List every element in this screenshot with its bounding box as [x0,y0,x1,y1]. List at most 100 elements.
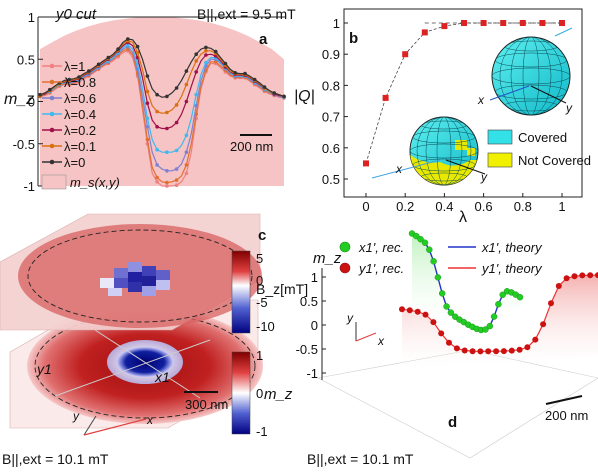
a-series-point [126,43,130,47]
legend-y1-rec: y1', rec. [358,261,404,276]
a-legend-marker [49,143,55,149]
ms-legend-label: m_s(x,y) [70,175,120,190]
d-ztick-label: -0.5 [296,342,318,357]
d-ztick-label: 1 [311,270,318,285]
panel-d-z-ticks: 1 0.5 0 -0.5 -1 [296,270,326,381]
a-series-point [194,59,198,63]
y1-rec-point [571,273,578,280]
a-series-point [155,147,159,152]
a-series-point [184,69,189,73]
mz-tick-label: 1 [256,348,263,363]
y1-rec-point [548,300,554,307]
panel-d-scalebar-label: 200 nm [545,408,588,423]
x1-rec-point [413,232,420,240]
a-ytick-label: -1 [23,179,35,194]
x1-rec-point [426,246,433,253]
x1-wall [412,233,520,334]
panel-b-legend: Covered Not Covered [487,129,591,168]
y1-rec-point [532,336,539,343]
a-legend-label: λ=1 [64,59,85,74]
b-ytick-label: 0.5 [322,172,340,187]
a-series-point [204,60,208,65]
a-series-point [174,120,179,125]
mz-tick-label: 0 [256,386,263,401]
panel-d-scalebar [545,395,583,405]
a-legend-marker [49,127,55,133]
y1-rec-point [461,347,468,354]
a-series-point [135,44,140,49]
panel-d-axes: y x [346,311,385,348]
bz-colorbar-ticks: 5 0 -5 -10 [256,251,275,334]
a-series-point [77,75,81,79]
y1-rec-point [485,348,492,355]
a-series-point [165,184,169,188]
panel-c: y1 x1 c 5 0 -5 -10 B_z[mT] 1 0 -1 m_z [0,213,308,467]
y1-rec-point [453,345,460,352]
bz-colorbar-label: B_z[mT] [256,281,308,297]
x1-rec-point [490,313,498,320]
y1-rec-point [595,272,598,279]
x1-rec-point [417,235,424,243]
legend-not-covered: Not Covered [518,153,591,168]
panel-d-box-floor [317,349,598,459]
a-legend-label: λ=0.6 [64,91,96,106]
a-legend-marker [49,79,55,85]
a-ytick-label: 0.5 [17,52,35,67]
b-data-point [363,160,369,167]
x1-rec-point [482,326,489,333]
b-ytick-label: 0.7 [322,110,340,125]
y1-rec-point [563,275,570,282]
a-series-point [243,71,247,76]
panel-a-series [38,37,286,188]
sphere2-x-label: x [395,162,403,176]
panel-c-label: c [258,227,266,244]
y1-rec-point [438,330,445,337]
a-series-point [213,60,218,64]
a-series-point [87,69,91,73]
b-xtick-label: 1 [558,199,565,214]
mz-tick-label: -1 [256,424,268,439]
a-ytick-label: 1 [28,10,35,25]
legend-covered: Covered [518,130,567,145]
a-series-point [204,49,208,53]
a-series-point [165,110,169,115]
a-series-point [135,50,140,55]
upper-pixel-blob [100,262,170,296]
cut-x1-label: x1 [154,369,170,385]
b-ytick-label: 1 [333,16,340,31]
cut-y1 [54,339,211,397]
y1-rec-point [587,272,594,279]
a-series-point [126,37,130,41]
a-series-point [155,163,159,167]
b-ytick-label: 0.6 [322,141,340,156]
a-series-point [233,71,237,75]
panel-c-field-label: B||,ext = 10.1 mT [2,451,109,467]
x1-rec-point [430,258,437,265]
a-series-point [165,126,169,131]
a-series-point [96,62,101,67]
d-ztick-label: 0.5 [300,294,318,309]
a-series-point [174,86,179,90]
panel-b-label: b [349,30,358,47]
b-data-point [421,29,428,36]
y1-rec-point [524,344,531,351]
a-series-point [194,92,198,97]
a-series-point [48,87,52,92]
a-series-point [106,55,111,60]
b-data-point [519,20,526,26]
a-series-point [155,175,159,180]
a-series-point [174,183,179,187]
y1-rec-point [579,272,586,279]
a-series-point [272,91,277,95]
y1-rec-point [446,339,452,346]
a-series-point [184,133,189,138]
bz-tick-label: 5 [256,251,263,266]
a-legend-label: λ=0.4 [64,107,96,122]
y1-rec-point [493,348,500,355]
panel-a-field-label: B||,ext = 9.5 mT [197,6,296,22]
panel-a-title: y0 cut [55,6,97,23]
y1-rec-point [422,311,429,318]
a-series-point [165,169,169,173]
a-series-point [184,82,189,87]
y1-rec-point [555,283,562,289]
